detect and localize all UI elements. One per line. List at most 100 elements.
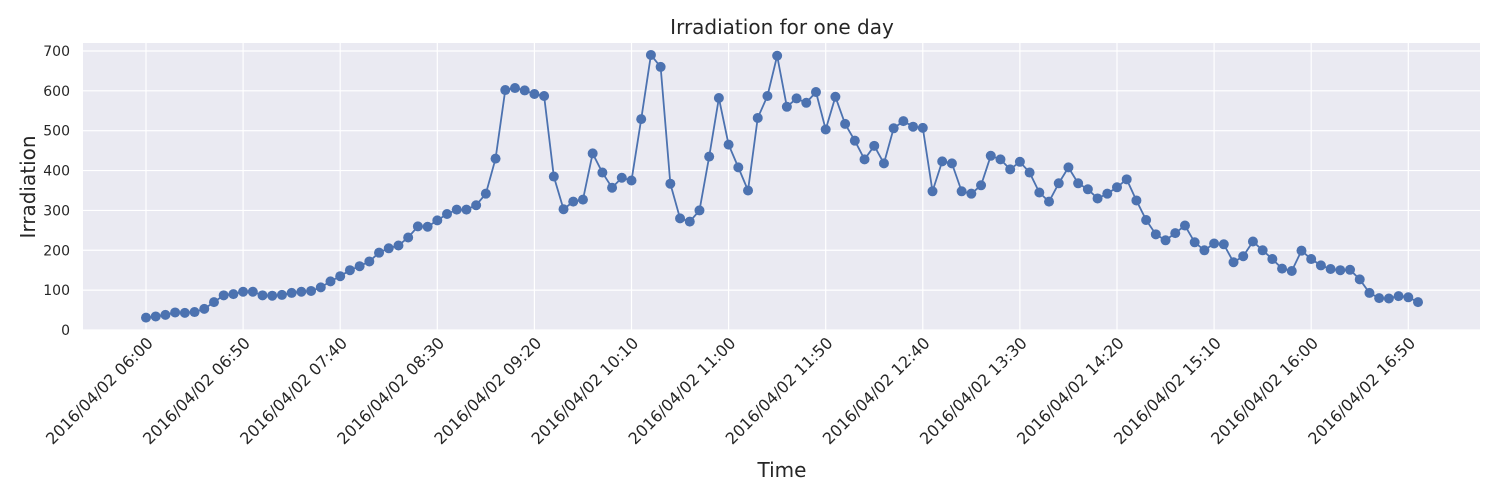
data-point [888, 123, 899, 134]
y-tick-label: 100 [43, 283, 70, 299]
data-point [675, 213, 686, 224]
data-point [364, 256, 375, 267]
data-point [878, 158, 889, 169]
y-tick-labels: 0 100 200 300 400 500 600 700 [43, 44, 70, 339]
data-point [927, 186, 938, 197]
data-point [1277, 263, 1288, 274]
chart-title: Irradiation for one day [670, 15, 894, 39]
y-tick-label: 200 [43, 243, 70, 259]
data-point [665, 178, 676, 189]
data-point [383, 243, 394, 254]
y-tick-label: 500 [43, 124, 70, 140]
data-point [1393, 291, 1404, 302]
data-point [908, 121, 919, 132]
data-point [344, 265, 355, 276]
data-point [170, 307, 181, 318]
data-point [442, 209, 453, 219]
data-point [985, 150, 996, 161]
data-point [374, 247, 385, 258]
data-point [995, 154, 1006, 165]
data-point [1014, 156, 1025, 167]
data-point [1199, 245, 1210, 256]
data-point [529, 89, 540, 100]
data-point [1092, 193, 1103, 204]
data-point [772, 50, 783, 61]
data-point [160, 309, 171, 320]
data-point [655, 61, 666, 72]
data-point [713, 93, 724, 104]
data-point [432, 215, 443, 226]
data-point [480, 188, 491, 199]
x-tick-label: 2016/04/02 06:50 [139, 333, 254, 448]
x-tick-label: 2016/04/02 08:30 [333, 333, 448, 448]
data-point [276, 289, 287, 300]
data-point [1306, 254, 1317, 265]
data-point [577, 194, 588, 205]
data-point [354, 261, 365, 272]
data-point [1228, 257, 1239, 268]
data-point [1374, 293, 1385, 304]
data-point [1413, 297, 1423, 308]
data-point [451, 204, 462, 215]
data-point [1364, 287, 1375, 298]
data-point [1238, 251, 1249, 262]
data-point [412, 221, 423, 232]
data-point [704, 151, 715, 162]
data-point [966, 188, 977, 199]
data-point [471, 200, 482, 211]
data-point [296, 286, 307, 297]
data-point [1354, 274, 1365, 285]
data-point [509, 83, 520, 94]
data-point [238, 286, 249, 297]
data-point [519, 85, 530, 96]
x-tick-label: 2016/04/02 15:10 [1110, 333, 1225, 448]
data-point [141, 312, 151, 323]
x-tick-label: 2016/04/02 06:00 [42, 333, 157, 448]
data-point [1345, 264, 1356, 275]
data-point [840, 118, 851, 129]
data-point [286, 287, 297, 298]
data-point [218, 290, 229, 301]
data-point [810, 87, 821, 98]
data-point [946, 158, 957, 169]
data-point [306, 285, 317, 296]
data-point [1111, 182, 1122, 193]
data-point [548, 171, 559, 182]
x-tick-label: 2016/04/02 12:40 [819, 333, 934, 448]
x-tick-label: 2016/04/02 07:40 [236, 333, 351, 448]
data-point [607, 182, 618, 193]
data-point [752, 112, 763, 123]
data-point [257, 290, 268, 301]
plot-background [83, 43, 1480, 330]
data-point [1034, 187, 1045, 198]
data-point [830, 91, 841, 102]
data-point [1170, 228, 1181, 239]
data-point [1335, 265, 1346, 276]
data-point [791, 93, 802, 104]
data-point [422, 221, 433, 232]
x-tick-label: 2016/04/02 13:30 [916, 333, 1031, 448]
data-point [820, 124, 831, 135]
data-point [1209, 238, 1220, 249]
data-point [490, 153, 501, 164]
data-point [1005, 164, 1016, 175]
x-tick-label: 2016/04/02 09:20 [430, 333, 545, 448]
data-point [937, 156, 948, 167]
data-point [1044, 196, 1055, 207]
data-point [1131, 195, 1142, 206]
data-point [1160, 235, 1171, 246]
data-point [597, 167, 608, 178]
y-tick-label: 400 [43, 164, 70, 180]
data-point [636, 114, 647, 125]
y-axis-label: Irradiation [16, 135, 40, 238]
data-point [1325, 264, 1336, 275]
data-point [1053, 178, 1064, 189]
data-point [733, 162, 744, 173]
data-point [616, 172, 627, 183]
data-point [1179, 220, 1190, 231]
data-point [1267, 254, 1278, 265]
data-point [189, 307, 200, 318]
data-point [626, 175, 637, 186]
data-point [558, 204, 569, 215]
